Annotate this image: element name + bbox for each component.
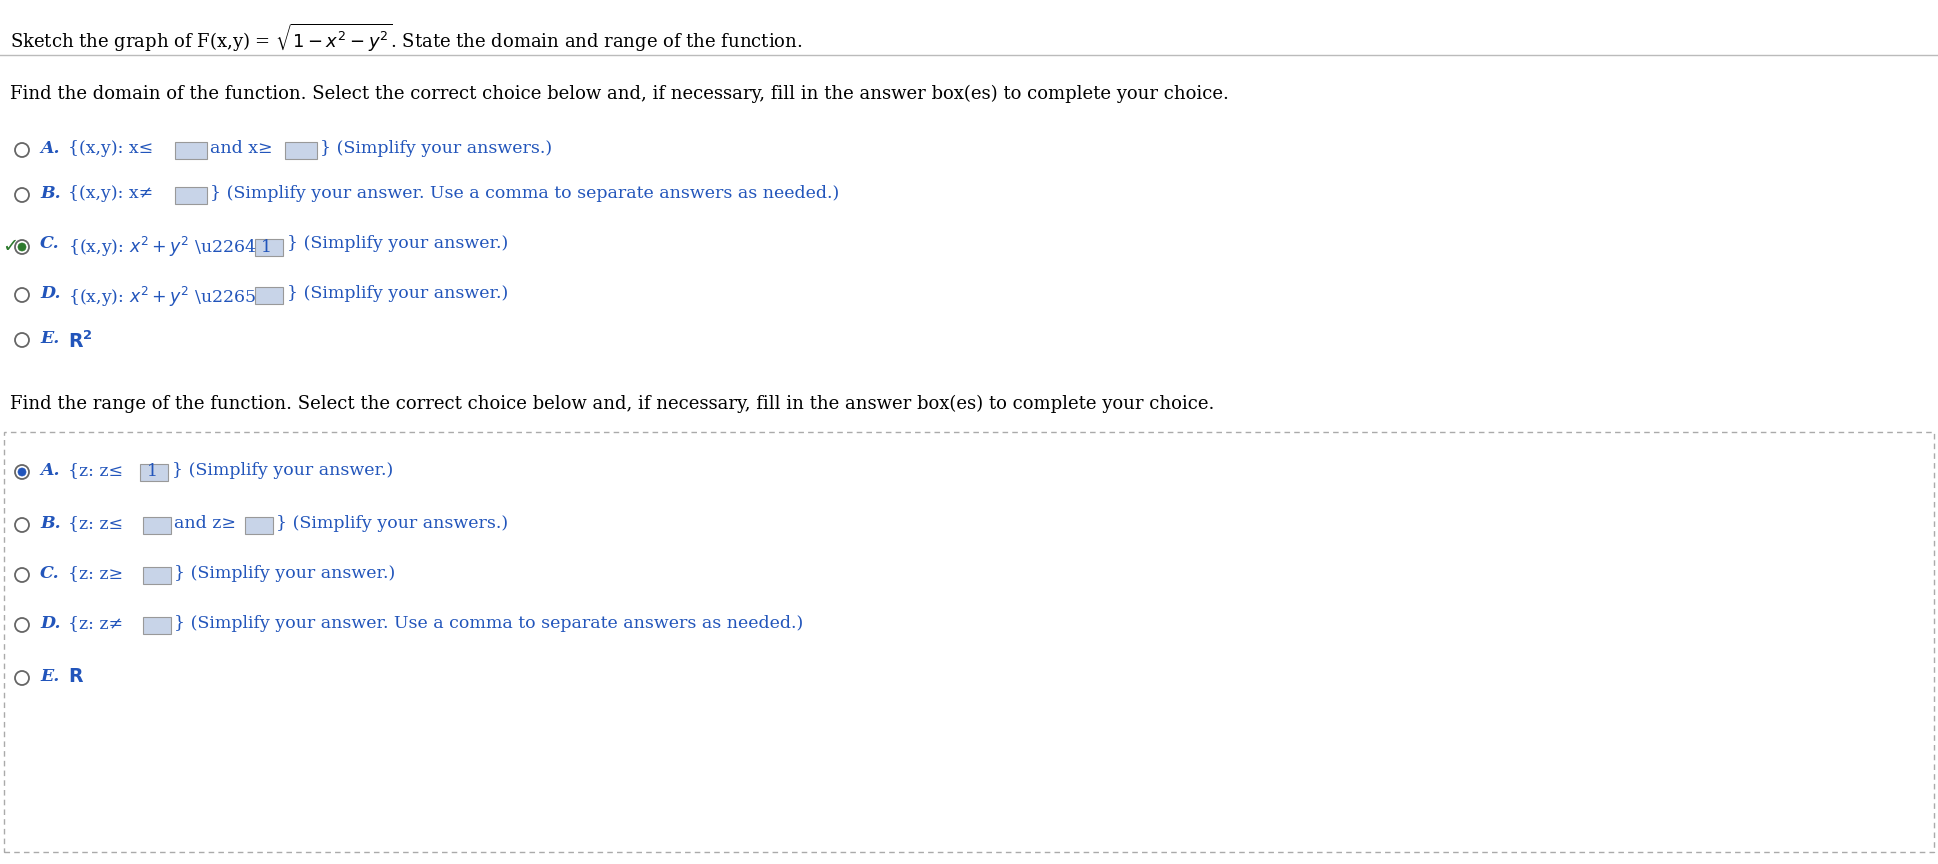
Text: D.: D. bbox=[41, 615, 60, 632]
Text: 1: 1 bbox=[262, 238, 271, 256]
Text: B.: B. bbox=[41, 185, 60, 202]
Text: {(x,y): x≤: {(x,y): x≤ bbox=[68, 140, 153, 157]
Text: } (Simplify your answer.): } (Simplify your answer.) bbox=[172, 462, 393, 479]
Text: C.: C. bbox=[41, 235, 60, 252]
FancyBboxPatch shape bbox=[140, 463, 169, 480]
Text: } (Simplify your answer.): } (Simplify your answer.) bbox=[287, 285, 508, 302]
Text: $\mathbf{R}$: $\mathbf{R}$ bbox=[68, 668, 83, 686]
Text: {z: z≠: {z: z≠ bbox=[68, 615, 122, 632]
Text: } (Simplify your answer.): } (Simplify your answer.) bbox=[174, 565, 395, 582]
FancyBboxPatch shape bbox=[244, 517, 273, 533]
FancyBboxPatch shape bbox=[285, 142, 318, 158]
Text: D.: D. bbox=[41, 285, 60, 302]
FancyBboxPatch shape bbox=[256, 238, 283, 256]
Text: {z: z≤: {z: z≤ bbox=[68, 462, 128, 479]
Text: Find the domain of the function. Select the correct choice below and, if necessa: Find the domain of the function. Select … bbox=[10, 85, 1229, 104]
Text: {z: z≥: {z: z≥ bbox=[68, 565, 122, 582]
Text: B.: B. bbox=[41, 515, 60, 532]
Text: A.: A. bbox=[41, 140, 60, 157]
FancyBboxPatch shape bbox=[143, 517, 171, 533]
Text: Find the range of the function. Select the correct choice below and, if necessar: Find the range of the function. Select t… bbox=[10, 395, 1215, 413]
FancyBboxPatch shape bbox=[4, 432, 1934, 852]
Text: $\mathbf{R}^{\mathbf{2}}$: $\mathbf{R}^{\mathbf{2}}$ bbox=[68, 330, 93, 352]
FancyBboxPatch shape bbox=[143, 567, 171, 583]
Text: } (Simplify your answer. Use a comma to separate answers as needed.): } (Simplify your answer. Use a comma to … bbox=[174, 615, 802, 632]
Text: ✓: ✓ bbox=[2, 238, 17, 257]
FancyBboxPatch shape bbox=[174, 142, 207, 158]
Text: 1: 1 bbox=[147, 463, 159, 480]
Text: C.: C. bbox=[41, 565, 60, 582]
Text: {(x,y): x≠: {(x,y): x≠ bbox=[68, 185, 153, 202]
FancyBboxPatch shape bbox=[174, 187, 207, 204]
Text: A.: A. bbox=[41, 462, 60, 479]
Text: } (Simplify your answers.): } (Simplify your answers.) bbox=[275, 515, 508, 532]
Text: } (Simplify your answers.): } (Simplify your answers.) bbox=[320, 140, 552, 157]
Circle shape bbox=[17, 468, 25, 476]
Circle shape bbox=[17, 243, 25, 251]
FancyBboxPatch shape bbox=[256, 287, 283, 303]
Text: E.: E. bbox=[41, 330, 60, 347]
Text: {(x,y): $x^{2}+y^{2}$ \u2265: {(x,y): $x^{2}+y^{2}$ \u2265 bbox=[68, 285, 256, 309]
Text: and z≥: and z≥ bbox=[174, 515, 236, 532]
Text: {(x,y): $x^{2}+y^{2}$ \u2264: {(x,y): $x^{2}+y^{2}$ \u2264 bbox=[68, 235, 258, 259]
Text: {z: z≤: {z: z≤ bbox=[68, 515, 122, 532]
Text: and x≥: and x≥ bbox=[209, 140, 273, 157]
Text: } (Simplify your answer. Use a comma to separate answers as needed.): } (Simplify your answer. Use a comma to … bbox=[209, 185, 839, 202]
Text: E.: E. bbox=[41, 668, 60, 685]
Text: Sketch the graph of F(x,y) = $\sqrt{1-x^{2}-y^{2}}$. State the domain and range : Sketch the graph of F(x,y) = $\sqrt{1-x^… bbox=[10, 22, 802, 54]
FancyBboxPatch shape bbox=[143, 617, 171, 633]
Text: } (Simplify your answer.): } (Simplify your answer.) bbox=[287, 235, 508, 252]
